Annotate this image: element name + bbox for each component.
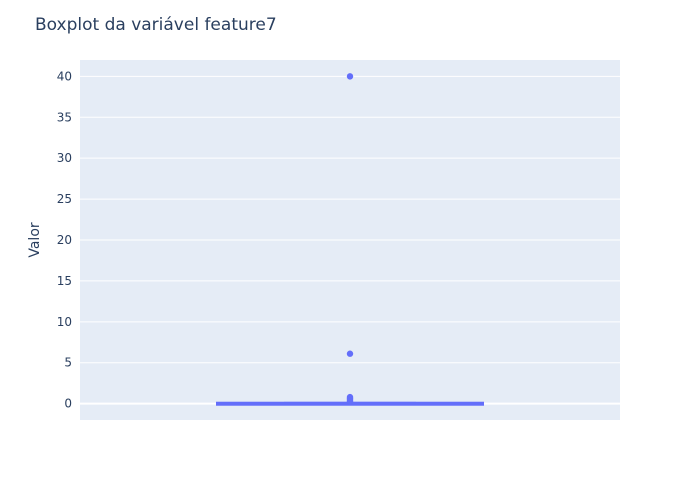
y-tick-label: 40 [57, 69, 72, 83]
y-axis-title: Valor [27, 222, 43, 258]
grid-lines [80, 75, 620, 405]
y-tick-label: 0 [64, 397, 72, 411]
y-tick-label: 10 [57, 315, 72, 329]
y-tick-label: 30 [57, 151, 72, 165]
y-tick-label: 35 [57, 110, 72, 124]
outlier-point[interactable] [346, 393, 354, 401]
outlier-point[interactable] [346, 73, 354, 80]
box-marks [216, 73, 484, 406]
outlier-point[interactable] [346, 350, 354, 357]
y-tick-label: 15 [57, 274, 72, 288]
y-tick-label: 20 [57, 233, 72, 247]
y-axis-ticks: 0 5 10 15 20 25 30 35 40 [57, 69, 72, 410]
chart-title: Boxplot da variável feature7 [35, 15, 277, 35]
y-tick-label: 5 [64, 356, 72, 370]
y-tick-label: 25 [57, 192, 72, 206]
